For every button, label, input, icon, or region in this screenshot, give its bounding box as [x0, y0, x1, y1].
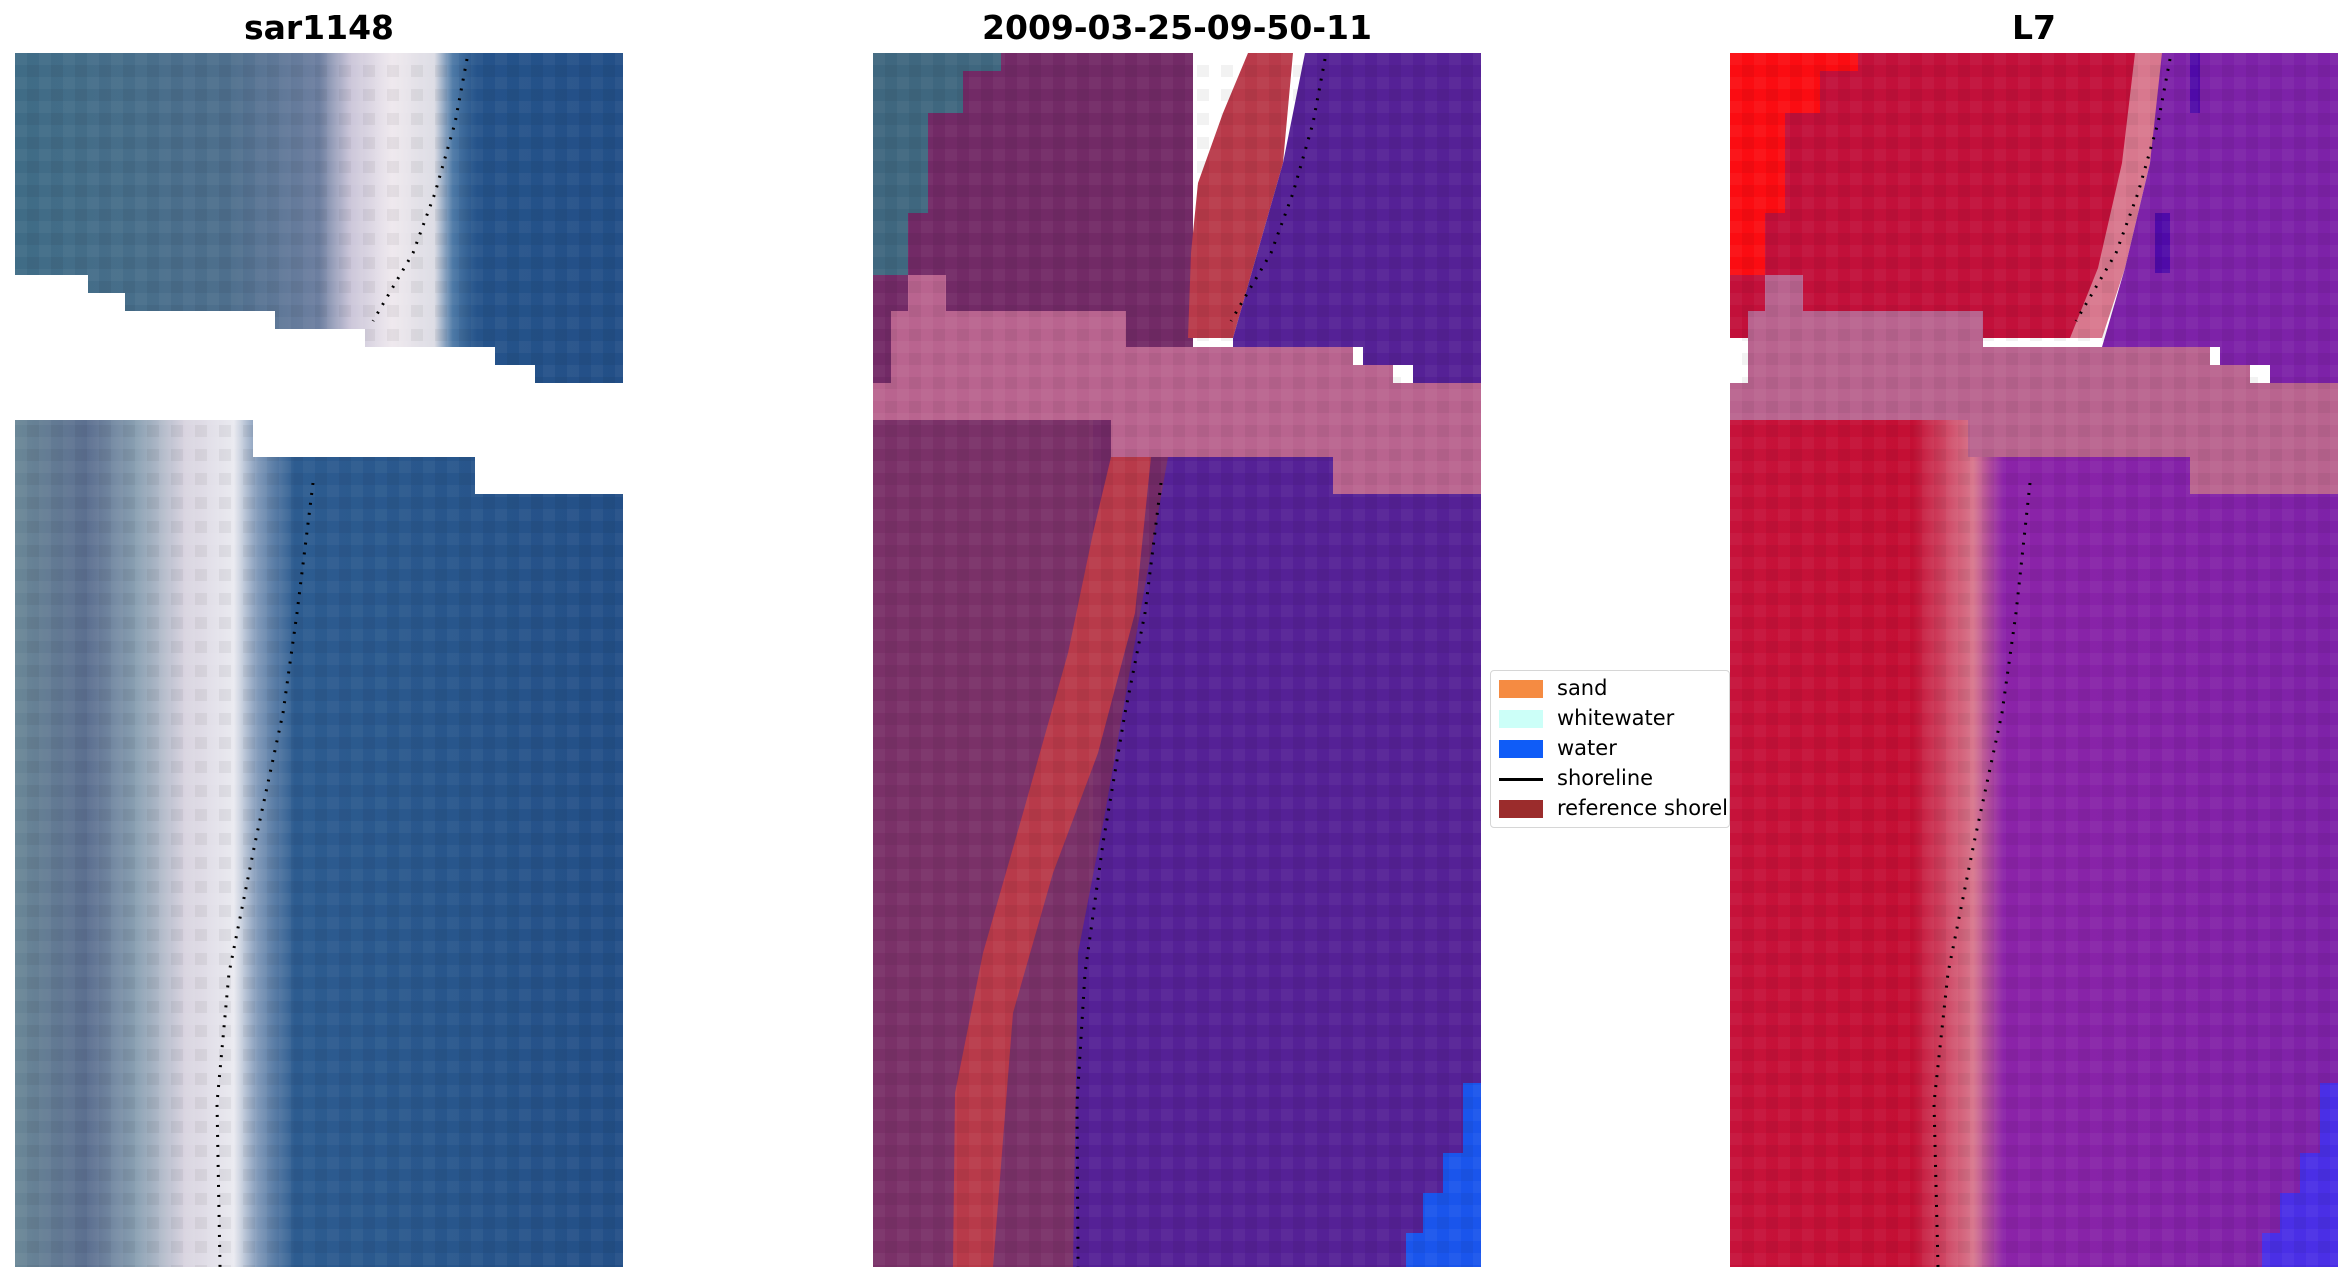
rgb-image: [15, 53, 623, 1267]
classification-image: [873, 53, 1481, 1267]
classification-panel: [873, 53, 1481, 1267]
shoreline-rgb-bottom: [215, 482, 315, 1267]
legend-swatch-reference-shoreline: [1499, 800, 1543, 818]
legend-swatch-sand: [1499, 680, 1543, 698]
legend-label-water: water: [1557, 736, 1617, 760]
legend-swatch-whitewater: [1499, 710, 1543, 728]
legend-label-reference-shoreline: reference shoreli: [1557, 796, 1730, 820]
band-image: [1730, 53, 2338, 1267]
shoreline-class-bottom: [1075, 482, 1163, 1267]
legend-item-reference-shoreline: reference shoreli: [1491, 793, 1729, 821]
rgb-image-panel: [15, 53, 623, 1267]
legend-label-whitewater: whitewater: [1557, 706, 1675, 730]
legend-line-shoreline: [1499, 778, 1543, 781]
band-image-panel: [1730, 53, 2338, 1267]
legend-label-shoreline: shoreline: [1557, 766, 1654, 790]
legend-label-sand: sand: [1557, 676, 1608, 700]
legend: sand whitewater water shoreline referenc…: [1490, 670, 1730, 828]
panel-title-rgb: sar1148: [243, 8, 395, 47]
legend-item-shoreline: shoreline: [1491, 763, 1729, 791]
legend-item-sand: sand: [1491, 673, 1729, 701]
shoreline-band-bottom: [1932, 482, 2032, 1267]
panel-title-band: L7: [2012, 8, 2056, 47]
legend-swatch-water: [1499, 740, 1543, 758]
panel-title-classification: 2009-03-25-09-50-11: [982, 8, 1372, 47]
legend-item-water: water: [1491, 733, 1729, 761]
legend-item-whitewater: whitewater: [1491, 703, 1729, 731]
